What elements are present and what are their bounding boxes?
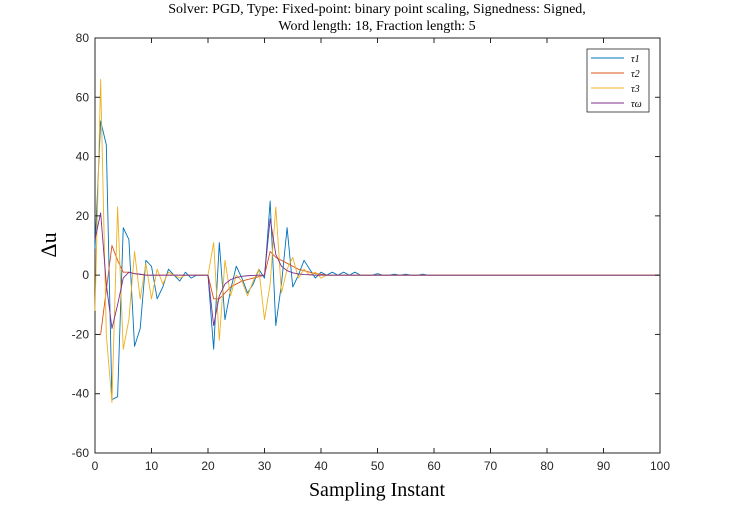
- y-tick-label: 0: [82, 268, 89, 282]
- x-tick-label: 100: [650, 459, 670, 473]
- x-tick-label: 80: [540, 459, 554, 473]
- legend-label-4: τω: [631, 99, 642, 110]
- legend-label-1: τ1: [631, 54, 640, 65]
- x-tick-label: 10: [145, 459, 159, 473]
- series-line-1: [94, 120, 660, 401]
- y-axis-label: Δu: [36, 232, 61, 257]
- y-tick-label: -40: [72, 387, 90, 401]
- x-tick-label: 40: [314, 459, 328, 473]
- chart-subtitle: Word length: 18, Fraction length: 5: [278, 19, 475, 34]
- series-layer: [94, 79, 660, 404]
- plot-area: [94, 37, 661, 454]
- legend-label-2: τ2: [631, 69, 640, 80]
- x-tick-label: 70: [484, 459, 498, 473]
- x-tick-label: 60: [427, 459, 441, 473]
- legend-box: [586, 48, 650, 113]
- legend: τ1 τ2 τ3 τω: [586, 48, 650, 113]
- x-tick-label: 20: [201, 459, 215, 473]
- y-tick-label: -60: [72, 446, 90, 460]
- y-tick-label: -20: [72, 327, 90, 341]
- x-tick-label: 0: [92, 459, 99, 473]
- y-tick-label: 60: [76, 90, 90, 104]
- y-tick-label: 40: [76, 150, 90, 164]
- x-tick-label: 50: [371, 459, 385, 473]
- axis-ticks: 0 10 20 30 40 50 60 70 80 90 100 -60 -40 -20 0 20 40 60 80: [72, 31, 671, 473]
- y-tick-label: 80: [76, 31, 90, 45]
- chart-title: Solver: PGD, Type: Fixed-point: binary p…: [168, 2, 586, 17]
- series-line-4: [94, 212, 660, 329]
- x-tick-label: 90: [597, 459, 611, 473]
- legend-label-3: τ3: [631, 84, 640, 95]
- x-axis-label: Sampling Instant: [309, 479, 446, 501]
- y-tick-label: 20: [76, 209, 90, 223]
- x-tick-label: 30: [258, 459, 272, 473]
